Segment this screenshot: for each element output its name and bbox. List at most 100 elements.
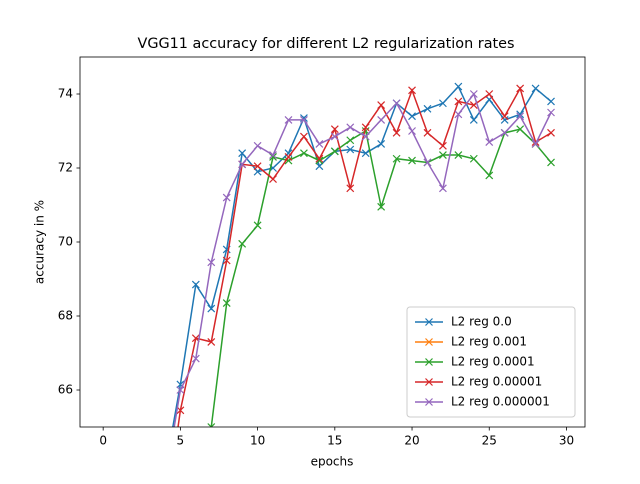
x-tick-label: 10 [250, 434, 265, 448]
data-point [269, 175, 277, 184]
data-point [330, 147, 339, 156]
legend-label: L2 reg 0.0001 [451, 355, 535, 369]
y-tick-label: 66 [58, 383, 73, 397]
data-point [253, 141, 262, 150]
data-point [392, 99, 401, 108]
data-point [377, 115, 386, 124]
data-point [438, 151, 447, 159]
data-point [454, 110, 463, 119]
x-tick-label: 0 [99, 434, 107, 448]
data-point [438, 99, 447, 108]
data-point [315, 156, 324, 165]
x-tick-label: 25 [482, 434, 497, 448]
data-point [269, 152, 277, 161]
legend-marker [425, 318, 433, 326]
data-point [346, 136, 355, 145]
data-point [469, 90, 478, 98]
data-point [191, 280, 200, 289]
data-point [222, 193, 231, 202]
x-tick-label: 15 [327, 434, 342, 448]
data-point [408, 86, 416, 95]
data-point [438, 141, 447, 150]
data-point [253, 221, 262, 230]
data-point [222, 299, 231, 307]
data-point [500, 112, 509, 121]
data-point [346, 145, 355, 154]
data-point [547, 128, 555, 137]
data-point [207, 258, 216, 267]
x-tick-label: 5 [177, 434, 185, 448]
data-point [207, 304, 216, 313]
legend-label: L2 reg 0.00001 [451, 375, 542, 389]
data-point [300, 132, 308, 141]
data-point [500, 115, 509, 124]
data-point [516, 84, 525, 93]
series-line [173, 92, 552, 427]
data-point [330, 125, 339, 134]
data-point [392, 128, 401, 137]
data-point [485, 138, 494, 147]
y-tick-label: 72 [58, 161, 73, 175]
legend-label: L2 reg 0.0 [451, 315, 512, 329]
legend-marker [425, 378, 433, 386]
plot-area [172, 82, 555, 427]
x-tick-label: 30 [559, 434, 574, 448]
data-point [361, 123, 370, 132]
data-point [377, 202, 386, 211]
y-tick-label: 70 [58, 235, 73, 249]
data-point [531, 84, 540, 93]
data-point [469, 154, 478, 163]
data-point [269, 151, 277, 159]
data-point [469, 115, 478, 124]
data-point [454, 97, 463, 106]
data-point [253, 162, 262, 171]
data-point [516, 110, 525, 119]
data-point [408, 112, 416, 121]
series-line [177, 86, 552, 427]
data-point [454, 82, 463, 91]
legend-marker [425, 398, 433, 406]
data-point [377, 101, 386, 110]
legend-marker [425, 358, 433, 366]
data-point [191, 354, 200, 363]
data-point [222, 256, 231, 265]
data-point [531, 140, 540, 148]
data-point [238, 149, 247, 158]
data-point [423, 128, 432, 137]
data-point [516, 125, 525, 134]
data-point [315, 140, 324, 148]
data-point [423, 104, 432, 113]
data-point [392, 154, 401, 163]
data-point [377, 140, 386, 148]
data-point [500, 128, 509, 137]
data-point [207, 423, 216, 427]
data-point [284, 115, 293, 124]
data-point [547, 97, 555, 106]
y-axis-label: accuracy in % [33, 200, 47, 284]
data-point [238, 160, 247, 169]
data-point [454, 151, 463, 159]
x-axis-label: epochs [311, 455, 354, 469]
chart-title: VGG11 accuracy for different L2 regulari… [137, 36, 514, 52]
data-point [485, 90, 494, 98]
y-tick-label: 68 [58, 309, 73, 323]
data-point [330, 132, 339, 141]
data-point [315, 162, 324, 171]
legend-marker [425, 338, 433, 346]
data-point [547, 158, 555, 167]
data-point [346, 184, 355, 193]
data-point [315, 154, 324, 163]
x-tick-label: 20 [404, 434, 419, 448]
data-point [300, 115, 308, 124]
data-point [438, 184, 447, 193]
data-point [207, 337, 216, 346]
data-point [423, 158, 432, 167]
data-point [516, 112, 525, 121]
legend-label: L2 reg 0.000001 [451, 395, 550, 409]
data-point [361, 132, 370, 141]
data-point [284, 152, 293, 161]
data-point [284, 156, 293, 165]
data-point [485, 171, 494, 180]
data-point [176, 386, 185, 394]
